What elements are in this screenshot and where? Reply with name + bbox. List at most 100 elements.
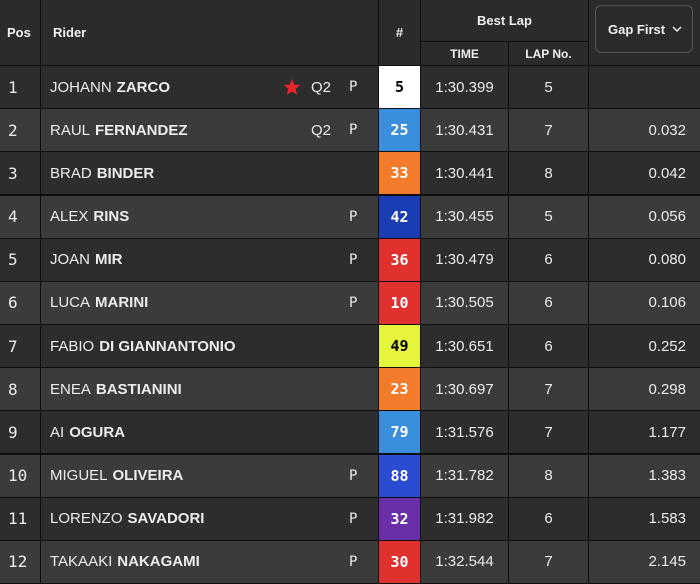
position: 11: [0, 497, 40, 540]
first-name: TAKAAKI: [50, 553, 113, 571]
best-time: 1:30.697: [421, 368, 508, 411]
position: 12: [0, 540, 40, 583]
gap-first: 0.042: [589, 152, 700, 195]
first-name: JOAN: [50, 251, 91, 269]
pit-tag: P: [349, 251, 358, 268]
last-name: DI GIANNANTONIO: [99, 337, 236, 355]
q2-tag: Q2: [311, 78, 332, 96]
gap-first: 2.145: [589, 540, 700, 583]
bike-number: 42: [379, 195, 420, 238]
rider: ALEX RINS P: [41, 195, 378, 238]
header-rider: Rider: [41, 0, 378, 65]
gap-first: 0.080: [589, 238, 700, 281]
first-name: BRAD: [50, 164, 92, 182]
best-time: 1:30.399: [421, 66, 508, 109]
last-name: NAKAGAMI: [117, 553, 200, 571]
rider: MIGUEL OLIVEIRA P: [41, 454, 378, 497]
gap-first: [589, 66, 700, 109]
last-name: MIR: [95, 251, 123, 269]
lap-number: 5: [509, 195, 588, 238]
position: 7: [0, 325, 40, 368]
bike-number: 23: [379, 368, 420, 411]
position: 4: [0, 195, 40, 238]
position: 1: [0, 66, 40, 109]
bike-number: 32: [379, 497, 420, 540]
chevron-icon: [672, 26, 682, 33]
bike-number: 30: [379, 540, 420, 583]
header-lap: LAP No.: [509, 42, 588, 65]
gap-first: 0.252: [589, 325, 700, 368]
bike-number: 5: [379, 66, 420, 109]
rider: BRAD BINDER: [41, 152, 378, 195]
pit-tag: P: [349, 553, 358, 570]
first-name: FABIO: [50, 337, 95, 355]
bike-number: 49: [379, 325, 420, 368]
bike-number: 79: [379, 411, 420, 454]
first-name: ALEX: [50, 208, 89, 226]
bike-number: 33: [379, 152, 420, 195]
position: 6: [0, 281, 40, 324]
gap-first: 0.106: [589, 281, 700, 324]
header-gap-cell: Gap First: [589, 0, 700, 65]
first-name: LUCA: [50, 294, 91, 312]
gap-first: 0.298: [589, 368, 700, 411]
lap-number: 6: [509, 238, 588, 281]
last-name: ZARCO: [116, 78, 170, 96]
position: 9: [0, 411, 40, 454]
position: 10: [0, 454, 40, 497]
best-time: 1:30.505: [421, 281, 508, 324]
lap-number: 6: [509, 325, 588, 368]
rider: FABIO DI GIANNANTONIO: [41, 325, 378, 368]
last-name: RINS: [93, 208, 130, 226]
position: 5: [0, 238, 40, 281]
rider: TAKAAKI NAKAGAMI P: [41, 540, 378, 583]
rider: JOAN MIR P: [41, 238, 378, 281]
pit-tag: P: [349, 122, 358, 139]
last-name: FERNANDEZ: [95, 121, 188, 139]
lap-number: 6: [509, 497, 588, 540]
star-icon: [283, 78, 301, 100]
first-name: RAUL: [50, 121, 91, 139]
header-number: #: [379, 0, 420, 65]
bike-number: 10: [379, 281, 420, 324]
rider: JOHANN ZARCO Q2 P: [41, 66, 378, 109]
pit-tag: P: [349, 208, 358, 225]
lap-number: 8: [509, 454, 588, 497]
last-name: OLIVEIRA: [112, 467, 184, 485]
header-pos: Pos: [0, 0, 40, 65]
lap-number: 7: [509, 109, 588, 152]
best-time: 1:30.651: [421, 325, 508, 368]
pit-tag: P: [349, 467, 358, 484]
last-name: MARINI: [95, 294, 149, 312]
best-time: 1:31.782: [421, 454, 508, 497]
best-time: 1:31.576: [421, 411, 508, 454]
q2-tag: Q2: [311, 121, 332, 139]
position: 8: [0, 368, 40, 411]
best-time: 1:30.455: [421, 195, 508, 238]
lap-number: 7: [509, 368, 588, 411]
last-name: BASTIANINI: [95, 380, 182, 398]
header-gap: Gap First: [608, 21, 666, 37]
rider: RAUL FERNANDEZ Q2 P: [41, 109, 378, 152]
lap-number: 7: [509, 540, 588, 583]
gap-sort-button[interactable]: Gap First: [595, 5, 693, 53]
gap-first: 1.383: [589, 454, 700, 497]
pit-tag: P: [349, 79, 358, 96]
gap-first: 0.056: [589, 195, 700, 238]
position: 3: [0, 152, 40, 195]
bike-number: 25: [379, 109, 420, 152]
last-name: BINDER: [96, 164, 155, 182]
last-name: OGURA: [69, 423, 126, 441]
rider: LUCA MARINI P: [41, 281, 378, 324]
first-name: ENEA: [50, 380, 91, 398]
header-time: TIME: [421, 42, 508, 65]
first-name: MIGUEL: [50, 467, 108, 485]
bike-number: 88: [379, 454, 420, 497]
rider: AI OGURA: [41, 411, 378, 454]
position: 2: [0, 109, 40, 152]
header-best-lap: Best Lap: [421, 0, 588, 41]
rider: LORENZO SAVADORI P: [41, 497, 378, 540]
gap-first: 1.177: [589, 411, 700, 454]
best-time: 1:30.479: [421, 238, 508, 281]
